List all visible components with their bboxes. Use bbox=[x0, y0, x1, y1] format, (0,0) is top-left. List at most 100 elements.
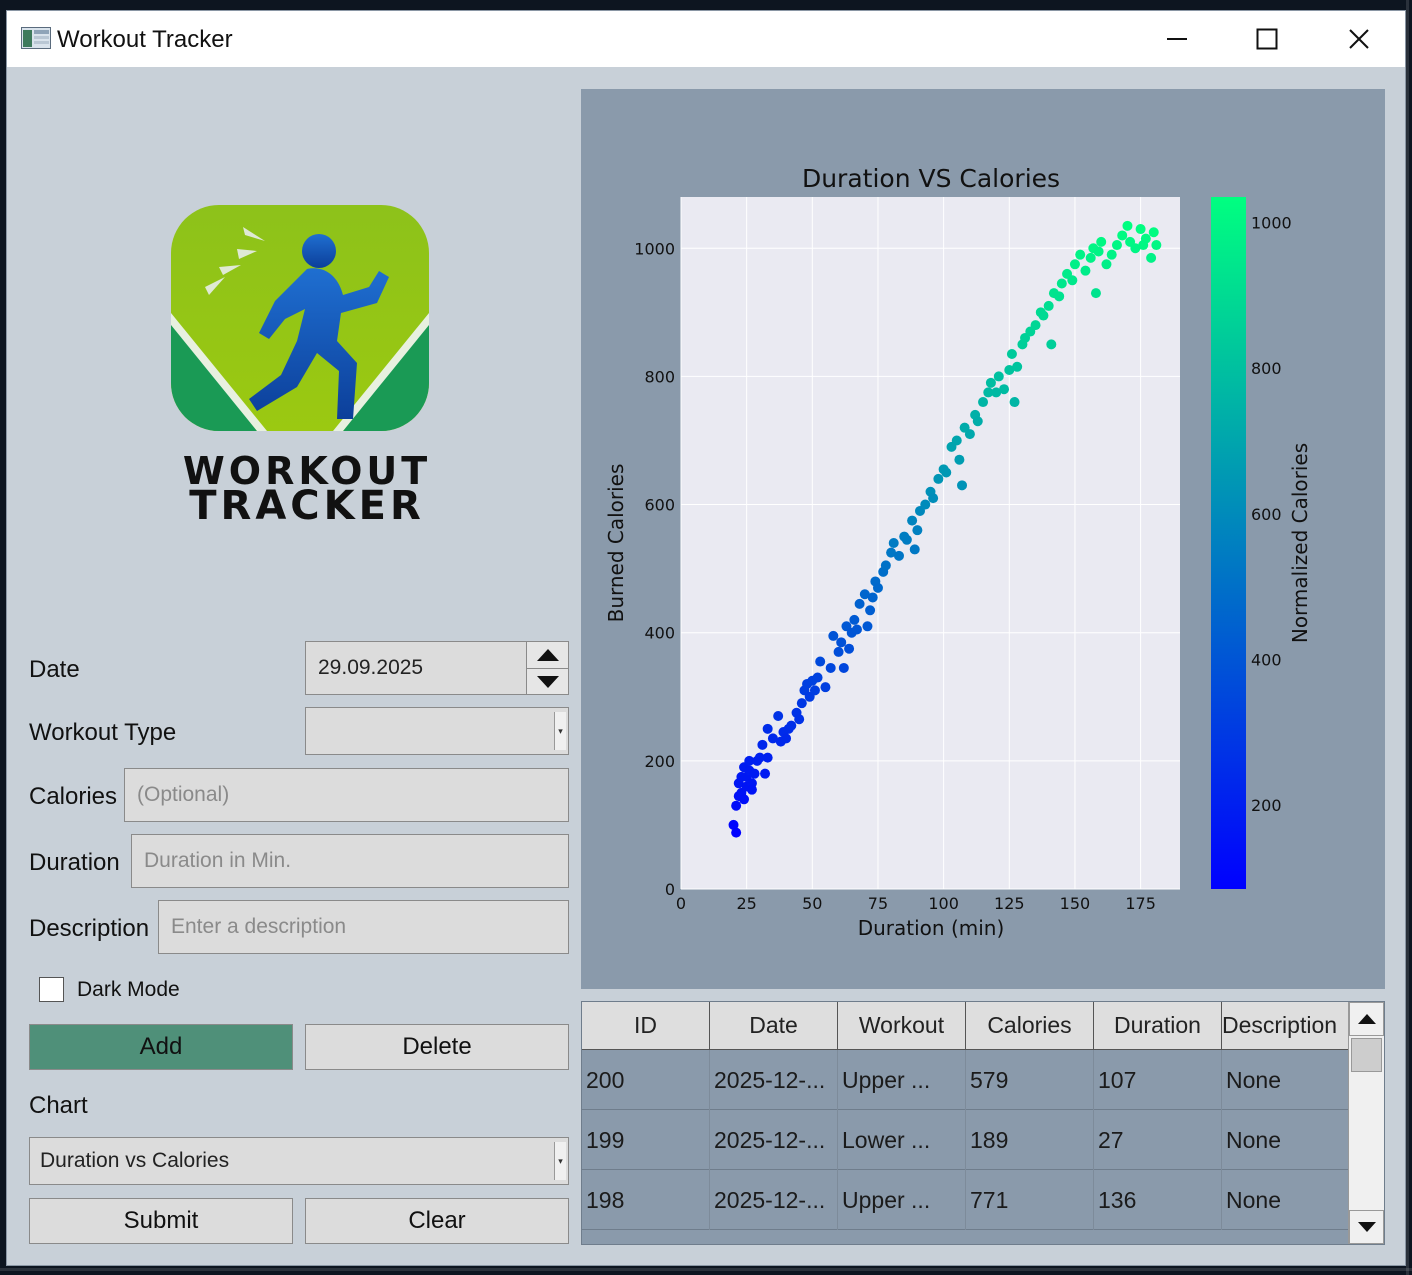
submit-button[interactable]: Submit bbox=[29, 1198, 293, 1244]
scatter-point bbox=[786, 720, 797, 731]
table-row[interactable]: 200 2025-12-... Upper ... 579 107 None bbox=[582, 1050, 1350, 1110]
logo-text-line2: TRACKER bbox=[189, 483, 425, 529]
calories-text-input[interactable] bbox=[137, 783, 568, 807]
scatter-point bbox=[760, 768, 771, 779]
column-header[interactable]: Calories bbox=[966, 1002, 1094, 1050]
table-cell[interactable]: 2025-12-... bbox=[710, 1110, 838, 1170]
scatter-point bbox=[762, 752, 773, 763]
chart-type-dropdown[interactable]: Duration vs Calories ▾ bbox=[29, 1137, 569, 1185]
chart-label: Chart bbox=[29, 1092, 88, 1119]
description-input[interactable] bbox=[158, 900, 569, 954]
scatter-point bbox=[1043, 300, 1054, 311]
scatter-point bbox=[1122, 220, 1133, 231]
scatter-point bbox=[828, 630, 839, 641]
scatter-point bbox=[1004, 365, 1015, 375]
scatter-point bbox=[1012, 361, 1023, 372]
app-icon bbox=[21, 27, 51, 49]
dark-mode-checkbox[interactable] bbox=[39, 977, 64, 1002]
table-cell[interactable]: 771 bbox=[966, 1170, 1094, 1230]
scatter-point bbox=[1067, 275, 1078, 286]
table-cell[interactable]: 189 bbox=[966, 1110, 1094, 1170]
triangle-down-icon bbox=[1357, 1222, 1376, 1232]
x-tick-label: 175 bbox=[1125, 894, 1156, 913]
column-header[interactable]: Description bbox=[1222, 1002, 1350, 1050]
y-tick-label: 0 bbox=[665, 880, 675, 899]
table-cell[interactable]: 136 bbox=[1094, 1170, 1222, 1230]
scatter-point bbox=[773, 711, 784, 721]
x-tick-label: 25 bbox=[736, 894, 756, 913]
table-cell[interactable]: 107 bbox=[1094, 1050, 1222, 1110]
scatter-point bbox=[731, 827, 742, 838]
table-cell[interactable]: 198 bbox=[582, 1170, 710, 1230]
scatter-point bbox=[1069, 259, 1080, 270]
table-cell[interactable]: 579 bbox=[966, 1050, 1094, 1110]
workout-type-dropdown[interactable]: ▾ bbox=[305, 707, 569, 755]
scatter-point bbox=[991, 387, 1002, 398]
duration-input[interactable] bbox=[131, 834, 569, 888]
column-header[interactable]: Date bbox=[710, 1002, 838, 1050]
date-spinner[interactable] bbox=[526, 642, 568, 694]
close-button[interactable] bbox=[1313, 11, 1405, 67]
scatter-point bbox=[836, 637, 847, 648]
table-cell[interactable]: 27 bbox=[1094, 1110, 1222, 1170]
table-cell[interactable]: Upper ... bbox=[838, 1050, 966, 1110]
scatter-point bbox=[820, 682, 831, 693]
table-cell[interactable]: 2025-12-... bbox=[710, 1050, 838, 1110]
title-bar[interactable]: Workout Tracker bbox=[7, 11, 1405, 67]
scatter-point bbox=[1146, 252, 1157, 263]
scatter-point bbox=[920, 499, 931, 510]
clear-button[interactable]: Clear bbox=[305, 1198, 569, 1244]
duration-text-input[interactable] bbox=[144, 849, 568, 873]
scatter-point bbox=[964, 429, 975, 440]
table-cell[interactable]: 199 bbox=[582, 1110, 710, 1170]
column-header[interactable]: ID bbox=[582, 1002, 710, 1050]
scatter-point bbox=[880, 560, 891, 571]
scroll-thumb[interactable] bbox=[1351, 1038, 1382, 1072]
scatter-point bbox=[1093, 246, 1104, 257]
table-cell[interactable]: 2025-12-... bbox=[710, 1170, 838, 1230]
maximize-icon bbox=[1256, 28, 1278, 50]
colorbar-tick-label: 200 bbox=[1251, 796, 1282, 815]
description-text-input[interactable] bbox=[171, 915, 568, 939]
table-cell[interactable]: Lower ... bbox=[838, 1110, 966, 1170]
dark-mode-label[interactable]: Dark Mode bbox=[77, 978, 180, 1001]
table-cell[interactable]: 200 bbox=[582, 1050, 710, 1110]
column-header[interactable]: Duration bbox=[1094, 1002, 1222, 1050]
table-cell[interactable]: None bbox=[1222, 1170, 1350, 1230]
chevron-down-icon[interactable]: ▾ bbox=[554, 1142, 566, 1180]
column-header[interactable]: Workout bbox=[838, 1002, 966, 1050]
workout-table[interactable]: ID Date Workout Calories Duration Description… bbox=[581, 1001, 1385, 1245]
scatter-point bbox=[933, 473, 944, 484]
table-cell[interactable]: Upper ... bbox=[838, 1170, 966, 1230]
scatter-point bbox=[1075, 249, 1086, 260]
colorbar-tick-label: 800 bbox=[1251, 359, 1282, 378]
minimize-button[interactable] bbox=[1131, 11, 1223, 67]
calories-input[interactable] bbox=[124, 768, 569, 822]
spin-down-button[interactable] bbox=[527, 668, 568, 694]
scatter-point bbox=[972, 416, 983, 427]
add-button[interactable]: Add bbox=[29, 1024, 293, 1070]
scatter-point bbox=[985, 377, 996, 388]
scatter-point bbox=[954, 454, 965, 465]
scatter-point bbox=[1054, 291, 1065, 302]
vertical-scrollbar[interactable] bbox=[1348, 1002, 1384, 1244]
scatter-point bbox=[951, 435, 962, 446]
table-cell[interactable]: None bbox=[1222, 1110, 1350, 1170]
triangle-up-icon bbox=[536, 649, 559, 661]
table-row[interactable]: 198 2025-12-... Upper ... 771 136 None bbox=[582, 1170, 1350, 1230]
scroll-down-button[interactable] bbox=[1349, 1210, 1384, 1244]
delete-button[interactable]: Delete bbox=[305, 1024, 569, 1070]
y-tick-label: 200 bbox=[644, 752, 675, 771]
date-field[interactable]: 29.09.2025 bbox=[305, 641, 569, 695]
chevron-down-icon[interactable]: ▾ bbox=[554, 712, 566, 750]
scroll-up-button[interactable] bbox=[1349, 1002, 1384, 1036]
maximize-button[interactable] bbox=[1221, 11, 1313, 67]
table-row[interactable]: 199 2025-12-... Lower ... 189 27 None bbox=[582, 1110, 1350, 1170]
scatter-point bbox=[928, 493, 939, 504]
y-tick-label: 400 bbox=[644, 624, 675, 643]
spin-up-button[interactable] bbox=[527, 642, 568, 668]
colorbar-tick-label: 400 bbox=[1251, 651, 1282, 670]
scatter-point bbox=[1106, 249, 1117, 260]
table-cell[interactable]: None bbox=[1222, 1050, 1350, 1110]
scatter-point bbox=[957, 480, 968, 491]
